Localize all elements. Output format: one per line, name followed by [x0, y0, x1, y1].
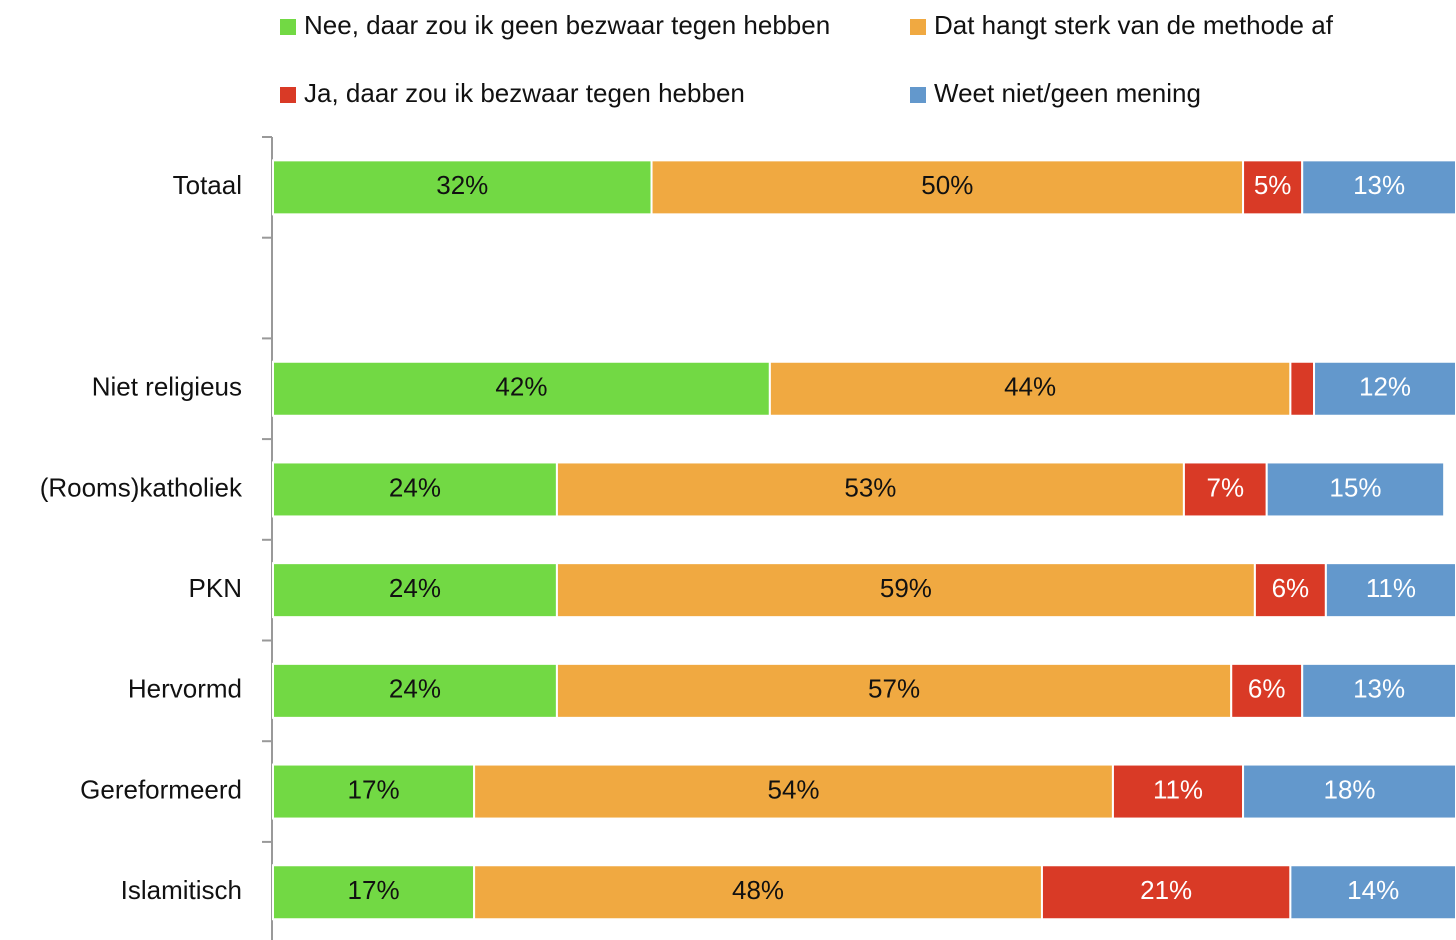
value-label: 15% [1329, 472, 1381, 502]
category-label: (Rooms)katholiek [40, 472, 243, 502]
bar-segment [272, 360, 771, 417]
value-label: 32% [436, 170, 488, 200]
category-label: Gereformeerd [80, 774, 242, 804]
value-label: 6% [1248, 674, 1286, 704]
value-label: 42% [495, 372, 547, 402]
bar-segment [1289, 864, 1456, 921]
category-label: Niet religieus [92, 372, 242, 402]
value-label: 24% [389, 472, 441, 502]
category-label: PKN [189, 573, 242, 603]
legend-label: Nee, daar zou ik geen bezwaar tegen hebb… [304, 10, 830, 40]
value-label: 48% [732, 875, 784, 905]
legend-label: Weet niet/geen mening [934, 78, 1201, 108]
value-label: 18% [1324, 774, 1376, 804]
bar-segment [1301, 159, 1456, 216]
value-label: 57% [868, 674, 920, 704]
bar-segment [473, 763, 1114, 820]
legend-swatch [280, 87, 296, 103]
bar-segment [1242, 159, 1304, 216]
legend-label: Dat hangt sterk van de methode af [934, 10, 1334, 40]
bar-segment [1040, 864, 1292, 921]
legend-swatch [280, 19, 296, 35]
value-label: 21% [1140, 875, 1192, 905]
bar-segment [1313, 360, 1456, 417]
bar-segment [1253, 562, 1327, 619]
value-label: 44% [1004, 372, 1056, 402]
bar-segment [272, 864, 476, 921]
value-label: 12% [1359, 372, 1411, 402]
category-label: Hervormd [128, 674, 242, 704]
value-label: 7% [1207, 472, 1245, 502]
value-label: 17% [348, 875, 400, 905]
legend-swatch [910, 87, 926, 103]
bar-segment [1289, 360, 1316, 417]
bar-segment [1324, 562, 1456, 619]
bar-segment [555, 662, 1233, 719]
bar-segment [1182, 461, 1268, 518]
value-label: 17% [348, 774, 400, 804]
bar-segment [473, 864, 1043, 921]
value-label: 50% [921, 170, 973, 200]
bar-segment [768, 360, 1292, 417]
bar-segment [650, 159, 1245, 216]
bar-segment [1265, 461, 1446, 518]
value-label: 11% [1366, 573, 1416, 603]
legend-label: Ja, daar zou ik bezwaar tegen hebben [304, 78, 745, 108]
value-label: 14% [1347, 875, 1399, 905]
value-label: 13% [1353, 170, 1405, 200]
bar-segment [1230, 662, 1304, 719]
value-label: 53% [844, 472, 896, 502]
value-label: 59% [880, 573, 932, 603]
bar-segment [272, 763, 476, 820]
value-label: 24% [389, 674, 441, 704]
value-label: 24% [389, 573, 441, 603]
category-label: Islamitisch [121, 875, 242, 905]
value-label: 6% [1272, 573, 1310, 603]
value-label: 54% [767, 774, 819, 804]
bar-segment [272, 562, 558, 619]
value-label: 11% [1153, 774, 1203, 804]
bar-segment [272, 461, 558, 518]
category-label: Totaal [173, 170, 242, 200]
bar-segment [1242, 763, 1456, 820]
bar-segment [1301, 662, 1456, 719]
value-label: 5% [1254, 170, 1292, 200]
value-label: 13% [1353, 674, 1405, 704]
legend-swatch [910, 19, 926, 35]
